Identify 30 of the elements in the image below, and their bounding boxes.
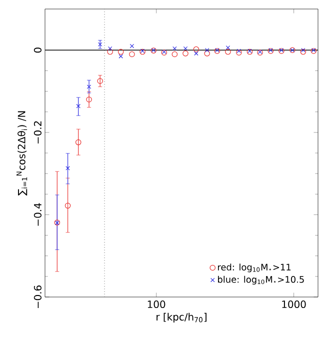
legend-label: red: log$_{10}$M$_{⋆}$>11 <box>218 264 291 272</box>
point <box>300 48 306 55</box>
point <box>204 48 210 52</box>
point <box>204 50 210 56</box>
point <box>107 48 113 55</box>
legend-label: blue: log$_{10}$M$_{⋆}$>10.5 <box>218 276 304 285</box>
point <box>118 54 123 58</box>
y-tick-label: −0.6 <box>34 286 42 308</box>
point <box>118 48 124 55</box>
point <box>301 48 306 52</box>
x-axis-title: r [kpc/h$_{70}$] <box>156 312 206 323</box>
point <box>172 51 178 58</box>
point <box>172 46 177 51</box>
y-tick-label: 0 <box>34 48 42 53</box>
point <box>194 51 198 56</box>
point <box>182 50 188 56</box>
x-tick-label: 100 <box>148 300 166 308</box>
y-axis-title: ∑$_{i=1}$$^{N}$cos(2Δθ$_{i}$) /N <box>16 111 28 196</box>
y-tick-label: −0.2 <box>34 121 42 144</box>
point <box>193 46 200 52</box>
point <box>129 51 135 58</box>
point <box>226 46 230 50</box>
point <box>236 50 242 56</box>
point <box>108 46 112 51</box>
y-tick-label: −0.4 <box>34 203 42 226</box>
x-tick-label: 1000 <box>282 300 306 308</box>
point <box>130 44 134 48</box>
point <box>97 78 103 84</box>
point <box>225 48 231 55</box>
point <box>183 46 188 51</box>
